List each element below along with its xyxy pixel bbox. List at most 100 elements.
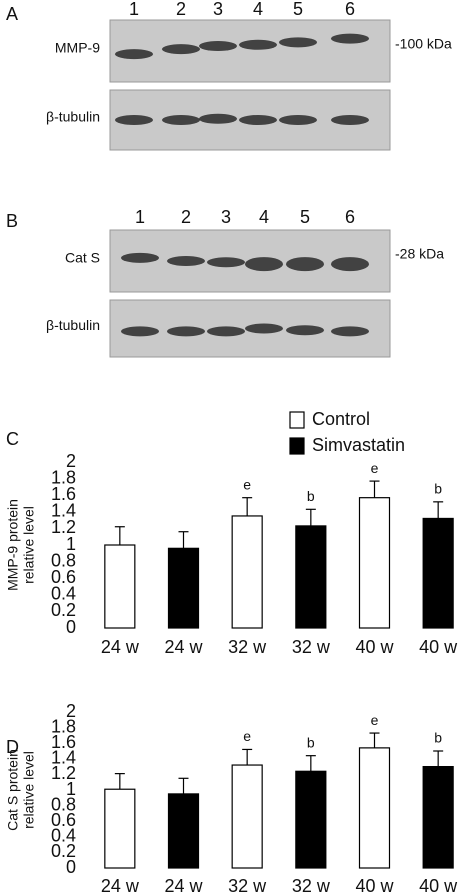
y-tick-label: 0.8 [51,794,76,814]
x-tick-label: 24 w [101,637,140,657]
band [207,326,245,337]
x-tick-label: 40 w [355,637,394,657]
band [162,44,200,55]
x-tick-label: 40 w [419,637,458,657]
y-tick-label: 0.6 [51,810,76,830]
y-tick-label: 1.2 [51,517,76,537]
bar [358,497,391,629]
x-tick-label: 24 w [164,637,203,657]
band [331,115,369,125]
band [286,257,324,272]
lane-label: 5 [293,0,303,19]
band [167,326,205,337]
size-marker: -100 kDa [395,36,452,52]
panel-label: A [6,4,18,24]
row-label: MMP-9 [55,40,100,56]
y-tick-label: 1.4 [51,501,76,521]
y-tick-label: 0.2 [51,841,76,861]
y-tick-label: 1.4 [51,748,76,768]
panel-label: C [6,429,19,449]
band [286,325,324,336]
lane-label: 6 [345,0,355,19]
x-tick-label: 32 w [228,637,267,657]
x-tick-label: 32 w [292,876,331,896]
y-axis-label: relative level [21,506,37,584]
band [331,33,369,44]
x-tick-label: 24 w [164,876,203,896]
band [279,115,317,125]
size-marker: -28 kDa [395,246,444,262]
band [121,252,159,263]
significance-label: b [307,734,315,750]
legend-label: Simvastatin [312,435,405,455]
lane-label: 5 [300,207,310,227]
bar [358,747,391,869]
band [199,41,237,52]
x-tick-label: 40 w [419,876,458,896]
bar [422,517,454,629]
significance-label: e [243,476,251,492]
y-tick-label: 2 [66,451,76,471]
legend-swatch [289,437,305,455]
lane-label: 1 [135,207,145,227]
band [245,323,283,334]
significance-label: e [371,460,379,476]
significance-label: e [371,712,379,728]
band [162,115,200,125]
row-label: Cat S [65,250,100,266]
x-tick-label: 32 w [228,876,267,896]
bar [104,788,136,869]
y-tick-label: 1.8 [51,467,76,487]
lane-label: 1 [129,0,139,19]
lane-label: 2 [176,0,186,19]
x-tick-label: 32 w [292,637,331,657]
bar [231,764,263,869]
y-tick-label: 1 [66,779,76,799]
lane-label: 4 [259,207,269,227]
x-tick-label: 40 w [355,876,394,896]
panel-label: D [6,737,19,757]
bar [422,765,454,869]
y-tick-label: 0.8 [51,550,76,570]
x-tick-label: 24 w [101,876,140,896]
y-tick-label: 1.6 [51,732,76,752]
y-tick-label: 0.4 [51,826,76,846]
band [199,113,237,124]
row-label: β-tubulin [46,317,100,333]
lane-label: 4 [253,0,263,19]
significance-label: b [434,730,442,746]
row-label: β-tubulin [46,109,100,125]
lane-label: 2 [181,207,191,227]
bar [295,525,327,629]
band [279,37,317,48]
band [115,115,153,125]
y-axis-label: relative level [21,751,37,829]
bar [167,547,200,629]
legend-label: Control [312,409,370,429]
y-tick-label: 0.2 [51,600,76,620]
panel-label: B [6,211,18,231]
band [331,326,369,337]
band [245,257,283,272]
band [239,39,277,50]
band [167,256,205,266]
y-tick-label: 0 [66,857,76,877]
y-tick-label: 0.4 [51,584,76,604]
significance-label: b [307,488,315,504]
y-tick-label: 1.8 [51,716,76,736]
y-tick-label: 2 [66,701,76,721]
y-tick-label: 1 [66,534,76,554]
y-tick-label: 0 [66,617,76,637]
significance-label: b [434,481,442,497]
y-axis-label: MMP-9 protein [5,499,21,591]
bar [167,793,200,869]
blot [109,19,391,83]
band [207,257,245,268]
band [121,326,159,337]
band [115,49,153,60]
significance-label: e [243,728,251,744]
lane-label: 6 [345,207,355,227]
y-tick-label: 0.6 [51,567,76,587]
y-axis-label: Cat S protein [5,749,21,831]
